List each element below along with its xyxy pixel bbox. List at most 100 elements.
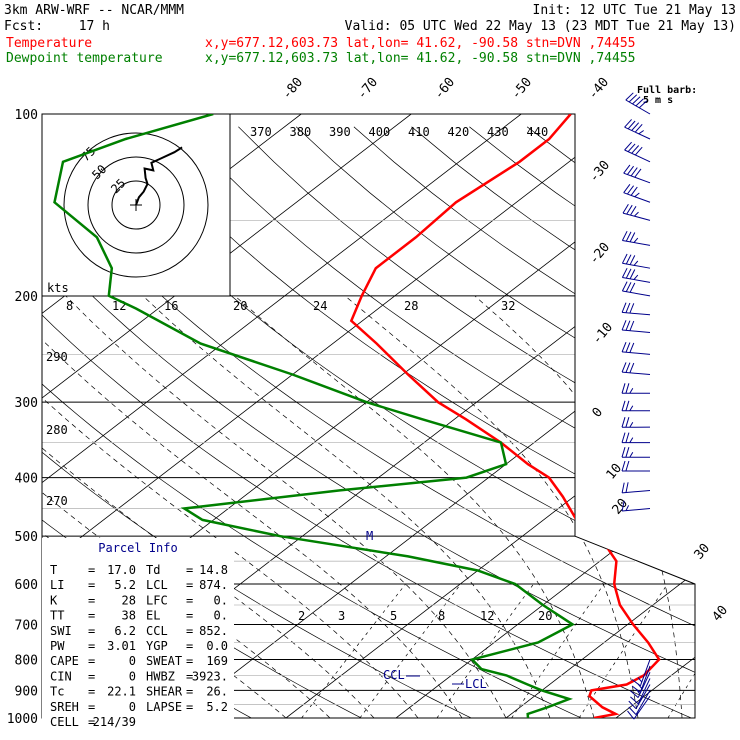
mixing-ratio-label-lower: 5 <box>390 609 397 623</box>
wind-barb <box>627 695 651 720</box>
dry-adiabat-line <box>180 126 695 718</box>
parcel-value: 6.2 <box>114 624 136 638</box>
parcel-key: LI <box>50 578 64 592</box>
parcel-value: 0 <box>129 700 136 714</box>
isotherm-line <box>42 114 522 718</box>
parcel-info-title: Parcel Info <box>98 541 177 555</box>
mixing-ratio-label-upper: 20 <box>233 299 247 313</box>
parcel-eq: = <box>88 700 95 714</box>
dry-adiabat-line <box>469 126 695 718</box>
parcel-key: SREH <box>50 700 79 714</box>
wind-barb <box>624 141 651 163</box>
parcel-eq: = <box>88 563 95 577</box>
isotherm-label-right: 0 <box>590 405 607 421</box>
isotherm-label-right: 30 <box>692 541 714 563</box>
valid-time: Valid: 05 UTC Wed 22 May 13 (23 MDT Tue … <box>345 19 736 34</box>
mixing-ratio-label-lower: 3 <box>338 609 345 623</box>
parcel-value: 0 <box>129 669 136 683</box>
theta-label-top: 380 <box>290 125 312 139</box>
sounding-traces <box>53 114 661 718</box>
parcel-eq: = <box>88 609 95 623</box>
dry-adiabat-line <box>42 126 695 718</box>
theta-label-top: 400 <box>369 125 391 139</box>
isotherm-line <box>726 114 740 718</box>
wind-barb <box>623 164 651 184</box>
isotherm-label-top: -70 <box>355 75 382 103</box>
forecast-label: Fcst: <box>4 19 43 34</box>
parcel-key: LCL <box>146 578 168 592</box>
wind-barb <box>624 119 651 140</box>
wind-barb <box>621 281 651 297</box>
parcel-value: 0.0 <box>206 639 228 653</box>
legend-dewpoint-name: Dewpoint temperature <box>6 51 163 66</box>
parcel-value: 0. <box>214 609 228 623</box>
parcel-key: PW <box>50 639 65 653</box>
parcel-eq: = <box>186 654 193 668</box>
hodograph-kts-label: kts <box>47 281 69 295</box>
wind-barb <box>631 665 651 693</box>
full-barb-units: 5 m s <box>643 95 673 106</box>
dry-adiabat-line <box>353 126 695 718</box>
pressure-label-1000: 1000 <box>7 712 38 727</box>
mixing-ratio-label-upper: 8 <box>66 299 73 313</box>
wind-barb <box>628 684 651 710</box>
isotherm-label-top: -50 <box>509 75 536 103</box>
mixing-ratio-label-lower: 12 <box>480 609 494 623</box>
mixing-ratio-line <box>667 583 695 718</box>
theta-label-top: 430 <box>487 125 509 139</box>
temperature-line <box>349 114 661 718</box>
theta-label-left: 280 <box>46 423 68 437</box>
hodograph: 75 50 25 kts <box>41 113 231 297</box>
pressure-label-600: 600 <box>15 578 38 593</box>
wind-barb <box>630 678 651 705</box>
wind-barb <box>621 362 651 376</box>
parcel-key: K <box>50 593 58 607</box>
mixing-ratio-label-upper: 16 <box>164 299 178 313</box>
wind-barb <box>621 267 651 283</box>
parcel-value: 0. <box>214 593 228 607</box>
dry-adiabat-line <box>42 126 695 718</box>
parcel-value: 0 <box>129 654 136 668</box>
parcel-key: LAPSE <box>146 700 182 714</box>
parcel-value: 874. <box>199 578 228 592</box>
isotherm-line <box>395 114 695 718</box>
init-time: Init: 12 UTC Tue 21 May 13 <box>533 3 737 18</box>
isotherm-label-right: -20 <box>587 240 614 268</box>
wind-barb <box>621 342 651 355</box>
isotherm-line <box>505 114 695 718</box>
full-barb-note: Full barb: <box>637 85 697 96</box>
parcel-eq: = <box>186 685 193 699</box>
parcel-key: SWEAT <box>146 654 182 668</box>
dry-adiabat-line <box>42 126 610 718</box>
isotherm-line <box>175 114 695 718</box>
dry-adiabat-line <box>122 126 695 718</box>
wind-barb <box>621 500 651 512</box>
isotherm-label-right: 10 <box>604 461 626 483</box>
forecast-hour: 17 h <box>79 19 110 34</box>
theta-label-top: 440 <box>527 125 549 139</box>
dry-adiabat-line <box>42 126 695 718</box>
annotation-ccl: CCL <box>383 668 405 682</box>
parcel-key: SHEAR <box>146 685 183 699</box>
dry-adiabat-line <box>526 126 695 718</box>
annotation-lcl: LCL <box>465 677 487 691</box>
pressure-label-300: 300 <box>15 396 38 411</box>
wind-barb <box>621 230 651 246</box>
parcel-info-box: Parcel Info T = 17.0 Td = 14.8 LI = 5.2 LCL = 874. K… <box>42 538 234 729</box>
parcel-value: 3923. <box>192 669 228 683</box>
dry-adiabat-line <box>238 126 695 718</box>
wind-barb <box>621 383 651 394</box>
parcel-eq: = <box>186 609 193 623</box>
parcel-value: 169 <box>206 654 228 668</box>
mixing-ratio-line <box>436 583 534 718</box>
parcel-value: 38 <box>122 609 136 623</box>
isotherm-label-right: -30 <box>587 158 614 186</box>
isotherm-line <box>42 114 632 718</box>
pressure-label-900: 900 <box>15 684 38 699</box>
parcel-eq: = <box>88 593 95 607</box>
dry-adiabat-line <box>295 126 695 718</box>
hodograph-trace <box>135 146 183 206</box>
wind-barb <box>630 672 651 698</box>
legend-temperature-info: x,y=677.12,603.73 lat,lon= 41.62, -90.58… <box>205 36 635 51</box>
parcel-eq: = <box>88 669 95 683</box>
